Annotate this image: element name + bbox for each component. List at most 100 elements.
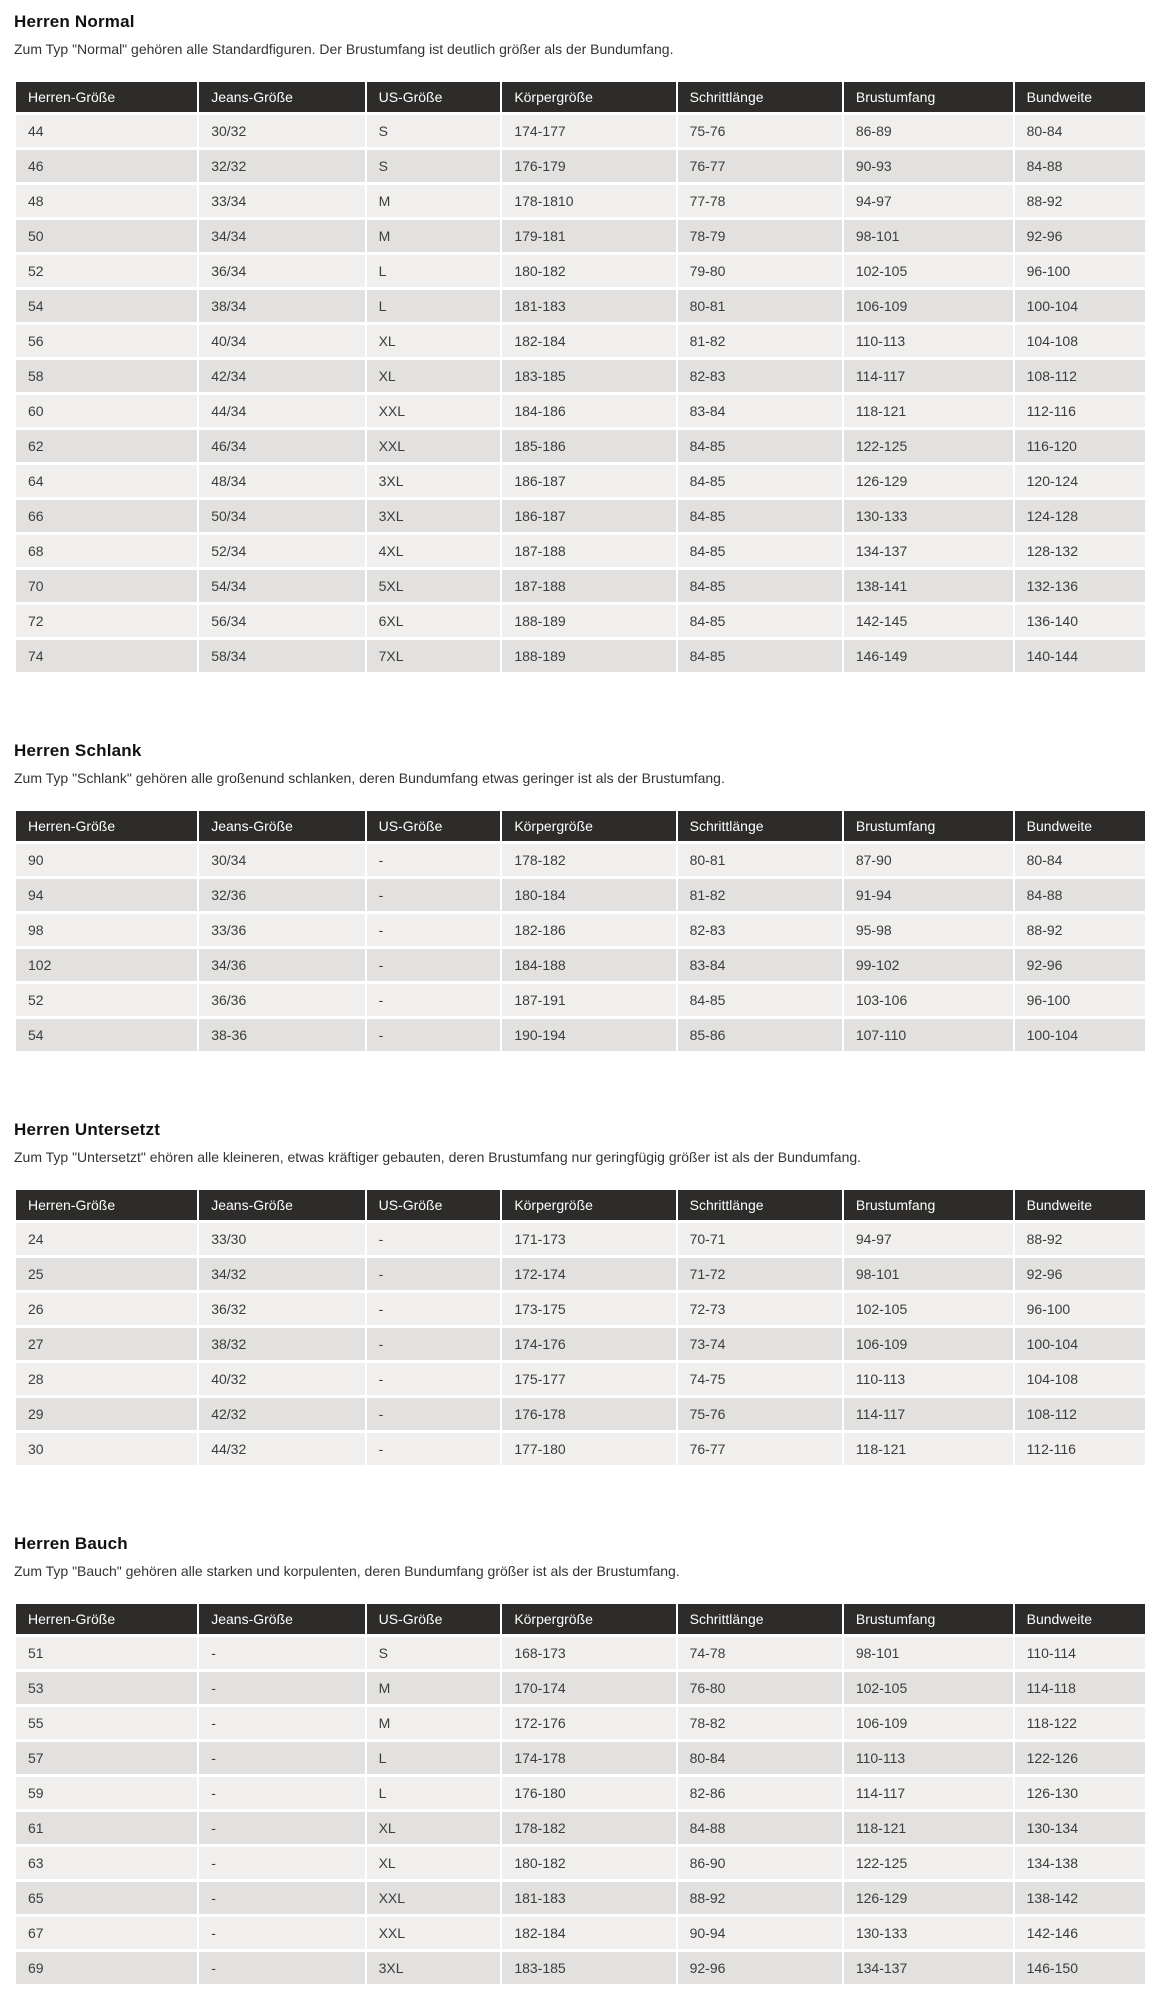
table-cell: 177-180 [500,1430,678,1468]
table-cell: - [364,1325,503,1363]
table-cell: 114-117 [841,357,1015,395]
table-cell: 176-179 [500,147,678,185]
table-cell: 98 [13,911,200,949]
table-cell: XXL [364,1879,503,1917]
table-cell: 126-129 [841,462,1015,500]
table-cell: 84-85 [675,981,844,1019]
table-cell: 44 [13,112,200,150]
column-header: Schrittlänge [675,82,844,115]
table-cell: 172-176 [500,1704,678,1742]
column-header: Jeans-Größe [197,1604,367,1637]
table-cell: 69 [13,1949,200,1987]
table-cell: 112-116 [1012,392,1148,430]
column-header: US-Größe [364,82,503,115]
table-cell: 83-84 [675,392,844,430]
column-header: Schrittlänge [675,1190,844,1223]
table-cell: 7XL [364,637,503,675]
table-cell: 36/34 [197,252,367,290]
table-cell: 102-105 [841,252,1015,290]
table-cell: 90-94 [675,1914,844,1952]
table-cell: L [364,1739,503,1777]
table-cell: 181-183 [500,287,678,325]
table-cell: 138-141 [841,567,1015,605]
table-cell: L [364,252,503,290]
table-cell: 74-78 [675,1634,844,1672]
table-cell: 33/34 [197,182,367,220]
table-cell: 140-144 [1012,637,1148,675]
table-cell: 86-89 [841,112,1015,150]
table-cell: - [197,1669,367,1707]
table-cell: 61 [13,1809,200,1847]
table-cell: 6XL [364,602,503,640]
table-row: 46 32/32 S 176-179 76-77 90-93 84-88 [13,147,1148,185]
column-header: US-Größe [364,811,503,844]
table-cell: 186-187 [500,462,678,500]
table-row: 70 54/34 5XL 187-188 84-85 138-141 132-136 [13,567,1148,605]
table-cell: 98-101 [841,1634,1015,1672]
table-cell: 38/34 [197,287,367,325]
table-row: 69-3XL 183-185 92-96 134-137 146-150 [13,1949,1148,1987]
table-header-row: Herren-Größe Jeans-Größe US-Größe Körpergrö… [13,1190,1148,1223]
table-cell: 96-100 [1012,1290,1148,1328]
table-cell: - [197,1914,367,1952]
table-cell: 30/32 [197,112,367,150]
table-cell: 52 [13,252,200,290]
table-cell: 67 [13,1914,200,1952]
table-row: 67- XXL 182-184 90-94 130-133 142-146 [13,1914,1148,1952]
table-cell: 68 [13,532,200,570]
table-cell: 110-113 [841,322,1015,360]
table-cell: 146-150 [1012,1949,1148,1987]
table-cell: 78-82 [675,1704,844,1742]
section-title: Herren Untersetzt [14,1120,161,1139]
table-cell: 100-104 [1012,1325,1148,1363]
table-cell: S [364,112,503,150]
table-cell: 84-85 [675,462,844,500]
table-cell: 72 [13,602,200,640]
table-row: 58 42/34 XL 183-185 82-83 114-117 108-112 [13,357,1148,395]
table-cell: - [364,981,503,1019]
column-header: Jeans-Größe [197,811,367,844]
table-cell: 114-117 [841,1774,1015,1812]
table-cell: XL [364,322,503,360]
table-cell: 79-80 [675,252,844,290]
column-header: Schrittlänge [675,1604,844,1637]
table-cell: 33/36 [197,911,367,949]
table-row: 54 38/34 L 181-183 80-81 106-109 100-104 [13,287,1148,325]
table-cell: - [364,911,503,949]
table-cell: 40/34 [197,322,367,360]
table-cell: 84-88 [1012,147,1148,185]
table-cell: 110-113 [841,1360,1015,1398]
table-cell: S [364,1634,503,1672]
table-cell: 51 [13,1634,200,1672]
table-cell: 174-177 [500,112,678,150]
table-cell: 132-136 [1012,567,1148,605]
table-cell: 118-121 [841,1809,1015,1847]
table-cell: L [364,1774,503,1812]
table-cell: 80-84 [675,1739,844,1777]
table-cell: 130-134 [1012,1809,1148,1847]
table-row: 63- XL 180-182 86-90 122-125 134-138 [13,1844,1148,1882]
table-cell: 92-96 [1012,1255,1148,1293]
table-cell: 74 [13,637,200,675]
table-header-row: Herren-Größe Jeans-Größe US-Größe Körpergrö… [13,811,1148,844]
table-cell: XXL [364,392,503,430]
table-cell: - [364,1016,503,1054]
table-cell: 96-100 [1012,981,1148,1019]
table-cell: 63 [13,1844,200,1882]
table-row: 52 36/36-187-191 84-85 103-106 96-100 [13,981,1148,1019]
table-cell: 128-132 [1012,532,1148,570]
table-cell: - [197,1949,367,1987]
column-header: US-Größe [364,1604,503,1637]
table-cell: 84-85 [675,567,844,605]
table-cell: 124-128 [1012,497,1148,535]
column-header: Bundweite [1012,1190,1148,1223]
table-cell: 173-175 [500,1290,678,1328]
table-cell: 181-183 [500,1879,678,1917]
table-cell: 100-104 [1012,1016,1148,1054]
table-cell: 98-101 [841,1255,1015,1293]
column-header: Körpergröße [500,1190,678,1223]
table-cell: 102 [13,946,200,984]
table-cell: 38/32 [197,1325,367,1363]
column-header: Brustumfang [841,1604,1015,1637]
